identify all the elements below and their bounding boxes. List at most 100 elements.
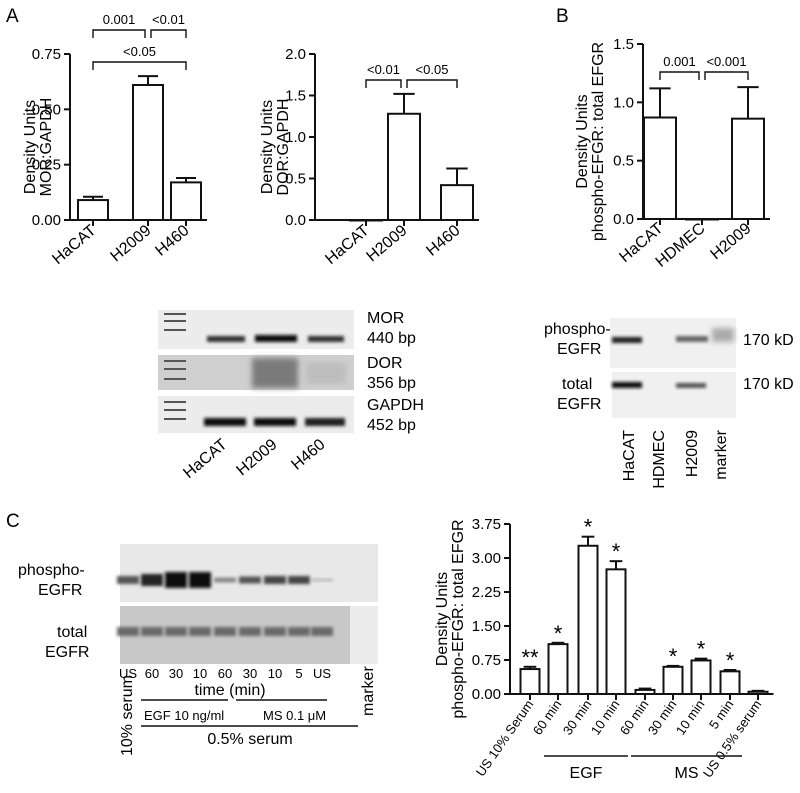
- blot-c-lane-label: 10: [193, 666, 207, 681]
- chart-phospho-egfr-cells: 0.0 0.5 1.0 1.5 Density Units phospho-EFGR: t…: [574, 36, 770, 271]
- mor-significance-bracket: [92, 61, 187, 70]
- blot-b-lane-h2009: H2009: [684, 430, 701, 477]
- blot-c-band-phospho: [117, 576, 139, 584]
- blot-a-lane-h460: H460: [288, 436, 328, 474]
- dor-bar: [387, 112, 421, 221]
- time-significance-star: *: [669, 644, 678, 669]
- blot-c-band-phospho: [239, 576, 261, 584]
- panel-letter-c: C: [6, 511, 20, 532]
- blot-a-size-mor: 440 bp: [367, 330, 416, 347]
- time-category-label: 10 min: [588, 697, 623, 738]
- panel-letter-a: A: [6, 6, 19, 27]
- dor-ytick-label: 0.0: [285, 212, 306, 229]
- mor-bar: [170, 181, 202, 222]
- dor-ylabel-line2: DOR:GAPDH: [275, 99, 292, 196]
- time-ytick-label: 3.75: [472, 516, 501, 533]
- blot-c-label-total: total: [57, 624, 87, 641]
- time-category-label: 30 min: [645, 697, 680, 738]
- band-mor-h460: [308, 336, 344, 342]
- blot-c-lane-label: 10: [268, 666, 282, 681]
- band-gapdh-hacat: [204, 418, 246, 426]
- blot-a-size-gapdh: 452 bp: [367, 417, 416, 434]
- egfr-ytick-label: 0.5: [613, 153, 634, 170]
- mor-ytick-label: 0.25: [32, 157, 61, 174]
- dor-ytick-label: 0.5: [285, 171, 306, 188]
- blot-c-band-phospho: [189, 572, 211, 588]
- blot-c-band-total: [311, 627, 333, 636]
- time-significance-star: *: [584, 515, 593, 540]
- mor-p-value: 0.001: [103, 12, 136, 27]
- dor-category-label: HaCAT: [322, 222, 372, 268]
- egfr-ytick-label: 0.0: [613, 211, 634, 228]
- blot-c-band-total: [165, 627, 187, 636]
- mor-ylabel-line1: Density Units: [22, 100, 39, 194]
- egfr-ylabel-line1: Density Units: [574, 94, 591, 188]
- blot-c-lane-label: US: [119, 666, 137, 681]
- time-ytick-label: 1.50: [472, 618, 501, 635]
- blot-b-label-phospho: phospho-: [544, 321, 611, 338]
- time-significance-star: *: [554, 621, 563, 646]
- egfr-significance-bracket: [659, 71, 700, 80]
- chart-dor-gapdh: 0.0 0.5 1.0 1.5 2.0 Density Units DOR:GAPDH HaC…: [259, 46, 479, 268]
- mor-ytick-label: 0.75: [32, 46, 61, 63]
- band-gapdh-h460: [305, 418, 345, 426]
- band-mor-hacat: [207, 336, 245, 342]
- mor-significance-bracket: [150, 29, 187, 38]
- time-bar: [634, 688, 656, 695]
- time-bar: [547, 643, 569, 696]
- blot-a: MOR 440 bp DOR 356 bp GAPDH 452 bp HaCAT…: [158, 310, 424, 482]
- blot-c-band-total: [141, 627, 163, 636]
- panel-letter-b: B: [556, 6, 569, 27]
- mor-significance-bracket: [92, 29, 146, 38]
- band-mor-h2009: [255, 335, 297, 342]
- time-group-label: MS: [675, 765, 699, 782]
- time-significance-star: *: [726, 648, 735, 673]
- time-group-label: EGF: [570, 765, 603, 782]
- egfr-bar: [643, 116, 677, 220]
- mor-p-value: <0.05: [123, 44, 156, 59]
- blot-c-band-total: [264, 627, 286, 636]
- blot-b-lane-hdmec: HDMEC: [651, 430, 668, 489]
- dor-ytick-label: 1.5: [285, 88, 306, 105]
- blot-c-band-phospho: [288, 576, 310, 584]
- blot-a-lane-hacat: HaCAT: [180, 436, 230, 482]
- blot-b-kd-total: 170 kD: [743, 376, 794, 393]
- dor-p-value: <0.05: [416, 62, 449, 77]
- blot-c-label-total-egfr: EGFR: [45, 644, 89, 661]
- time-significance-star: *: [612, 539, 621, 564]
- mor-ylabel-line2: MOR:GAPDH: [38, 98, 55, 197]
- blot-b: phospho- EGFR total EGFR 170 kD 170 kD H…: [544, 318, 794, 489]
- egfr-ylabel-line2: phospho-EFGR: total EFGR: [590, 42, 607, 241]
- gel-phospho-egfr-c: [120, 544, 378, 602]
- blot-b-kd-phospho: 170 kD: [743, 332, 794, 349]
- dor-ytick-label: 2.0: [285, 46, 306, 63]
- blot-c-band-total: [288, 627, 310, 636]
- time-ytick-label: 0.00: [472, 686, 501, 703]
- mor-category-label: H2009: [108, 222, 155, 265]
- blot-c-lane-label: 30: [169, 666, 183, 681]
- blot-c-10pct-serum: 10% serum: [119, 675, 136, 756]
- blot-b-label-phospho-egfr: EGFR: [557, 341, 601, 358]
- blot-c-time-label: time (min): [194, 682, 265, 699]
- time-ylabel-line2: phospho-EFGR: total EFGR: [450, 519, 467, 718]
- time-bar: [605, 568, 627, 695]
- dor-ylabel-line1: Density Units: [259, 100, 276, 194]
- mor-p-value: <0.01: [152, 12, 185, 27]
- time-category-label: 30 min: [560, 697, 595, 738]
- time-bar: [577, 544, 599, 696]
- chart-phospho-egfr-time: 0.00 0.75 1.50 2.25 3.00 3.75 Density Units pho…: [434, 515, 774, 782]
- dor-ytick-label: 1.0: [285, 129, 306, 146]
- dor-significance-bracket: [406, 79, 458, 88]
- blot-c-band-total: [239, 627, 261, 636]
- egfr-ytick-label: 1.0: [613, 94, 634, 111]
- egfr-p-value: 0.001: [663, 54, 696, 69]
- gel-total-egfr-b: [612, 372, 736, 418]
- time-ytick-label: 3.00: [472, 550, 501, 567]
- gel-gapdh: [158, 396, 354, 433]
- egfr-ytick-label: 1.5: [613, 36, 634, 53]
- blot-c-band-phospho: [214, 577, 236, 583]
- blot-a-label-mor: MOR: [367, 310, 404, 327]
- blot-c-egf-label: EGF 10 ng/ml: [144, 708, 224, 723]
